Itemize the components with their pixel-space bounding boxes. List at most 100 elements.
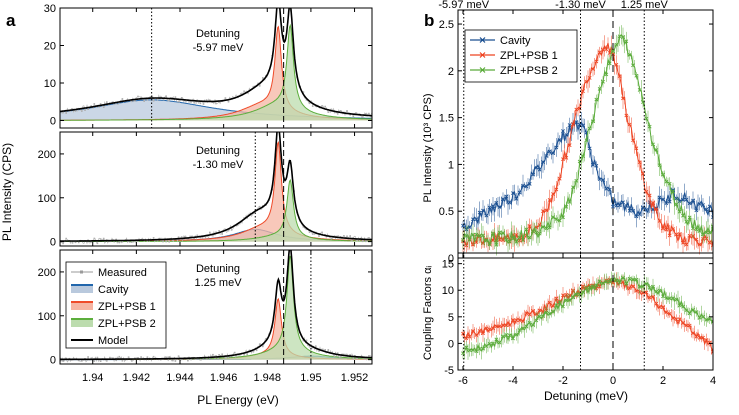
data-point [711,349,713,354]
y-tick-label: 200 [38,149,56,161]
measured-line [60,8,372,119]
data-point [711,243,713,248]
x-tick-label: -6 [458,375,468,387]
series-line-zpl-psb-2 [462,34,713,247]
x-tick-label: 1.948 [254,372,282,384]
x-tick-label: -2 [558,375,568,387]
y-tick-label: 0 [50,116,56,128]
y-tick-label: 0 [448,253,454,265]
y-tick-label: 0 [448,338,454,350]
plot-area [461,271,713,361]
plot-area [60,8,372,121]
plot-area [60,250,372,363]
panel-a-x-axis: 1.94 1.942 1.944 1.946 1.948 1.95 1.952 [82,372,368,384]
panel-a-xlabel: PL Energy (eV) [197,393,279,407]
panel-b-bottom-plot: -5 0 5 10 15 -6 -4 -2 0 2 4 [442,252,716,387]
model-line [60,8,372,117]
model-line [60,132,372,242]
detuning-label: Detuning [196,28,240,40]
y-tick-label: 30 [44,3,56,15]
component-fill-cavity [60,99,372,121]
top-annotation: -5.97 meV [438,0,489,11]
legend-label: Model [98,335,128,347]
detuning-label: Detuning [196,145,240,157]
measured-line [60,250,372,363]
y-tick-label: 1 [448,159,454,171]
x-tick-label: 1.94 [82,372,103,384]
x-tick-label: 1.944 [166,372,194,384]
y-tick-label: -5 [444,365,454,377]
panel-a-subplot-1: 0 10 20 30 Detuning -5.97 meV [44,3,373,129]
panel-b-label: b [424,11,434,30]
y-tick-label: 100 [38,311,56,323]
legend-swatch-marker [479,67,486,73]
component-fill-zpl-psb-1 [60,142,372,242]
panel-b-legend: Cavity ZPL+PSB 1 ZPL+PSB 2 [464,29,578,83]
panel-b-xlabel: Detuning (meV) [544,389,628,403]
component-fill-zpl-psb-2 [60,25,372,121]
x-tick-label: 2 [660,375,666,387]
y-tick-label: 15 [442,259,454,271]
y-tick-label: 5 [448,312,454,324]
series-line-zpl-psb-1 [462,278,713,352]
component-fill-zpl-psb-2 [60,180,372,242]
x-tick-label: 1.95 [300,372,321,384]
legend-label: Cavity [500,35,531,47]
legend-swatch-marker [479,52,486,58]
component-line-zpl-psb-1 [60,140,372,242]
legend-label: ZPL+PSB 2 [500,65,558,77]
top-annotation: -1.30 meV [555,0,606,11]
subplot-frame [59,249,373,365]
panel-a: 0 10 20 30 Detuning -5.97 meV 0 100 200 Detuning… [0,3,373,407]
series-line-zpl-psb-2 [462,276,713,354]
x-tick-label: 4 [710,375,716,387]
y-tick-label: 0 [50,237,56,249]
data-point [711,215,713,220]
legend-label: Measured [98,267,147,279]
legend-label: Cavity [98,284,129,296]
legend-swatch [71,285,93,293]
plot-area [60,125,372,245]
data-point [711,224,713,229]
y-tick-label: 0.5 [439,206,454,218]
y-tick-label: 20 [44,41,56,53]
y-tick-label: 2 [448,66,454,78]
legend-swatch-marker [479,37,486,43]
panel-b-top-annotations: -5.97 meV -1.30 meV 1.25 meV [438,0,668,11]
y-tick-label: 10 [442,285,454,297]
measured-point [278,125,280,127]
y-tick-label: 200 [38,267,56,279]
x-tick-label: -4 [508,375,518,387]
x-tick-label: 0 [610,375,616,387]
panel-a-ylabel: PL Intensity (CPS) [0,143,14,241]
y-tick-label: 100 [38,193,56,205]
panel-b-top-ylabel: PL Intensity (10³ CPS) [422,93,434,202]
panel-a-label: a [6,11,16,30]
plot-frame [457,252,714,371]
subplot-frame [59,7,373,129]
measured-line [60,132,372,245]
y-tick-label: 1.5 [439,113,454,125]
data-point [711,319,713,324]
plot-frame [457,9,714,259]
legend-label: ZPL+PSB 2 [98,318,156,330]
legend-label: ZPL+PSB 1 [500,50,558,62]
component-line-zpl-psb-2 [60,178,372,242]
detuning-value: 1.25 meV [194,277,242,289]
panel-b-top-plot: 0 0.5 1 1.5 2 2.5 [439,9,714,265]
legend-swatch [71,319,93,327]
x-tick-label: 1.946 [210,372,238,384]
detuning-value: -5.97 meV [193,42,244,54]
detuning-value: -1.30 meV [193,159,244,171]
y-tick-label: 10 [44,78,56,90]
panel-b-bottom-ylabel: Coupling Factors αᵢ [422,266,434,361]
legend-swatch [71,302,93,310]
x-tick-label: 1.942 [123,372,151,384]
panel-a-subplot-3: 0 100 200 Detuning 1.25 meV [38,249,373,367]
model-line [60,250,372,361]
legend-swatch-marker [80,270,83,274]
panel-b: 0 0.5 1 1.5 2 2.5 -5 0 5 10 15 -6 -4 -2 0 2 4 -5.97 meV… [422,0,716,403]
legend-label: ZPL+PSB 1 [98,301,156,313]
top-annotation: 1.25 meV [621,0,669,11]
